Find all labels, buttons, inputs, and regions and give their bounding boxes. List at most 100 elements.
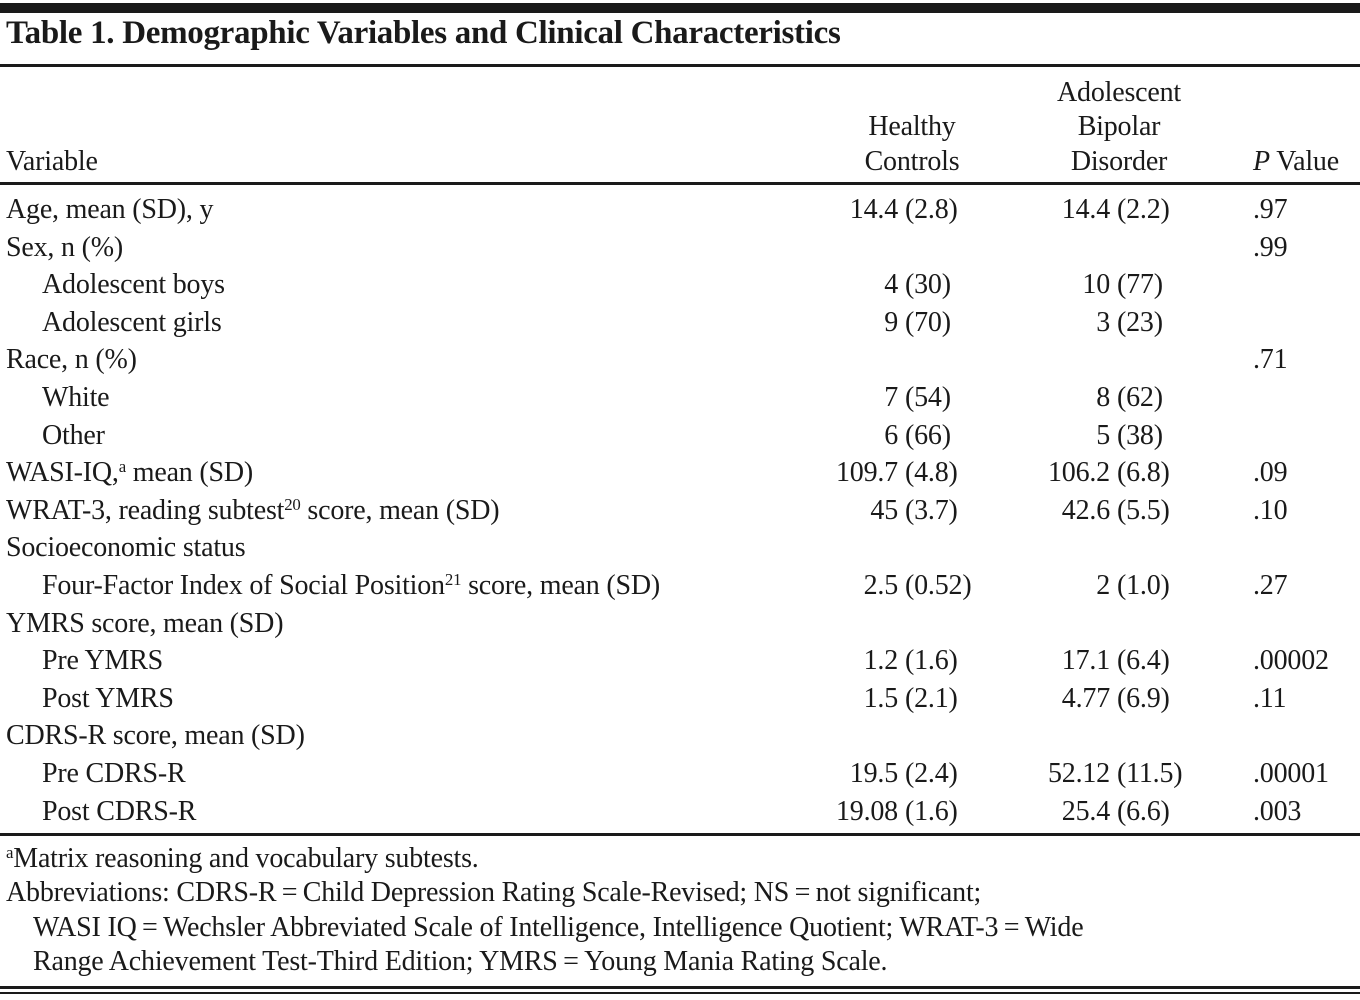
bipolar-value: 3	[1096, 306, 1110, 338]
bipolar-sd: (5.5)	[1117, 494, 1170, 526]
table-row: Four-Factor Index of Social Position21 s…	[0, 567, 1360, 605]
column-header-variable: Variable	[6, 146, 98, 177]
row-label: Adolescent girls	[42, 306, 222, 338]
bottom-double-rule-bottom	[0, 992, 1360, 994]
row-label: Post CDRS-R	[42, 795, 197, 827]
superscript: a	[118, 456, 126, 476]
table-row: Adolescent girls 9 (70) 3 (23)	[0, 304, 1360, 342]
table-row: Pre YMRS 1.2 (1.6) 17.1 (6.4) .00002	[0, 642, 1360, 680]
healthy-controls-value: 4	[884, 269, 898, 301]
bipolar-sd: (11.5)	[1117, 758, 1183, 789]
row-label: White	[42, 382, 110, 413]
healthy-controls-sd: (70)	[905, 306, 951, 338]
row-label: Sex, n (%)	[6, 231, 123, 263]
p-value: .00002	[1253, 645, 1329, 677]
healthy-controls-value: 7	[884, 382, 898, 413]
bipolar-sd: (6.9)	[1117, 682, 1170, 714]
p-value: .97	[1253, 194, 1288, 225]
body-rule	[0, 833, 1360, 836]
row-label: CDRS-R score, mean (SD)	[6, 720, 305, 752]
row-label: Pre YMRS	[42, 645, 164, 677]
p-value: .10	[1253, 494, 1288, 526]
footnote-line: Abbreviations: CDRS-R = Child Depression…	[6, 877, 982, 909]
healthy-controls-sd: (1.6)	[905, 795, 958, 827]
bipolar-value: 2	[1096, 570, 1110, 601]
superscript: a	[6, 842, 14, 862]
bipolar-value: 4.77	[1061, 682, 1110, 714]
table-row: Post CDRS-R 19.08 (1.6) 25.4 (6.6) .003	[0, 793, 1360, 831]
p-value: .99	[1253, 231, 1288, 263]
row-label: Pre CDRS-R	[42, 758, 186, 789]
bipolar-value: 10	[1082, 269, 1110, 301]
healthy-controls-sd: (2.1)	[905, 682, 958, 714]
bipolar-sd: (62)	[1117, 382, 1163, 413]
row-label: WASI-IQ,a mean (SD)	[6, 456, 254, 489]
column-header-healthy-line1: Healthy	[868, 111, 956, 142]
healthy-controls-value: 2.5	[863, 570, 899, 601]
healthy-controls-value: 45	[870, 494, 898, 526]
footnote-line: aMatrix reasoning and vocabulary subtest…	[6, 842, 479, 874]
row-label: Race, n (%)	[6, 344, 137, 376]
healthy-controls-sd: (30)	[905, 269, 951, 301]
superscript: 21	[444, 569, 462, 589]
p-value: .11	[1253, 682, 1287, 714]
bipolar-value: 14.4	[1061, 194, 1110, 225]
footnote-line: WASI IQ = Wechsler Abbreviated Scale of …	[33, 911, 1084, 943]
row-label: Four-Factor Index of Social Position21 s…	[42, 569, 661, 601]
healthy-controls-value: 19.08	[835, 795, 898, 827]
bipolar-sd: (38)	[1117, 419, 1163, 451]
bipolar-sd: (6.4)	[1117, 645, 1170, 677]
table-row: WRAT-3, reading subtest20 score, mean (S…	[0, 492, 1360, 530]
p-value: .00001	[1253, 758, 1329, 789]
bipolar-sd: (1.0)	[1117, 570, 1170, 601]
bipolar-value: 5	[1096, 419, 1110, 451]
p-value: .27	[1253, 570, 1288, 601]
title-rule	[0, 64, 1360, 67]
healthy-controls-value: 9	[884, 306, 898, 338]
healthy-controls-sd: (1.6)	[905, 645, 958, 677]
bipolar-sd: (77)	[1117, 269, 1163, 301]
bipolar-value: 25.4	[1061, 795, 1110, 827]
table-body: Age, mean (SD), y 14.4 (2.8) 14.4 (2.2) .97 Se…	[0, 191, 1360, 831]
healthy-controls-sd: (2.8)	[905, 194, 958, 225]
healthy-controls-value: 109.7	[835, 457, 898, 489]
healthy-controls-value: 14.4	[849, 194, 898, 225]
column-header-healthy-line2: Controls	[864, 146, 960, 177]
column-header-p-value: P Value	[1253, 146, 1339, 178]
table-row: Adolescent boys 4 (30) 10 (77)	[0, 266, 1360, 304]
table-row: CDRS-R score, mean (SD)	[0, 717, 1360, 755]
row-label: Socioeconomic status	[6, 532, 246, 564]
table-row: YMRS score, mean (SD)	[0, 605, 1360, 643]
header-rule	[0, 182, 1360, 185]
healthy-controls-value: 6	[884, 419, 898, 451]
superscript: 20	[284, 494, 301, 514]
table-row: Other 6 (66) 5 (38)	[0, 417, 1360, 455]
table-row: White 7 (54) 8 (62)	[0, 379, 1360, 417]
bipolar-value: 8	[1096, 382, 1110, 413]
bipolar-value: 52.12	[1047, 758, 1110, 789]
table-row: Age, mean (SD), y 14.4 (2.8) 14.4 (2.2) .97	[0, 191, 1360, 229]
bipolar-value: 106.2	[1047, 457, 1110, 489]
table-row: Socioeconomic status	[0, 529, 1360, 567]
p-value: .09	[1253, 457, 1288, 489]
healthy-controls-sd: (66)	[905, 419, 951, 451]
healthy-controls-sd: (2.4)	[905, 758, 958, 789]
bipolar-sd: (2.2)	[1117, 194, 1170, 225]
bipolar-sd: (6.8)	[1117, 457, 1170, 489]
row-label: Adolescent boys	[42, 269, 225, 301]
bipolar-value: 17.1	[1061, 645, 1110, 677]
healthy-controls-value: 1.5	[863, 682, 899, 714]
healthy-controls-sd: (54)	[905, 382, 951, 413]
top-bar-rule	[0, 3, 1360, 13]
table-row: Sex, n (%) .99	[0, 229, 1360, 267]
table-row: Post YMRS 1.5 (2.1) 4.77 (6.9) .11	[0, 680, 1360, 718]
row-label: WRAT-3, reading subtest20 score, mean (S…	[6, 494, 500, 526]
healthy-controls-sd: (3.7)	[905, 494, 958, 526]
column-header-bipolar-line3: Disorder	[1070, 146, 1168, 177]
footnote-line: Range Achievement Test-Third Edition; YM…	[33, 946, 888, 978]
column-header-bipolar-line2: Bipolar	[1077, 111, 1161, 142]
table-row: Pre CDRS-R 19.5 (2.4) 52.12 (11.5) .00001	[0, 755, 1360, 793]
p-value: .003	[1253, 795, 1302, 827]
healthy-controls-sd: (4.8)	[905, 457, 958, 489]
